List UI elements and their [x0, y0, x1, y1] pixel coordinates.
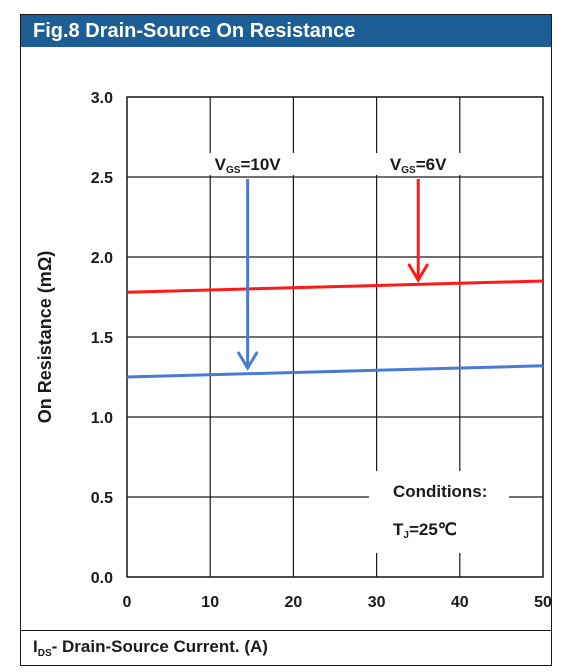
- annotation-main-0: V: [215, 155, 227, 174]
- annotation-rest-0: =10V: [240, 155, 281, 174]
- x-axis-label-subscript: DS: [37, 648, 52, 659]
- conditions-temp-rest: =25℃: [409, 520, 457, 539]
- y-tick-label-0: 0.0: [91, 570, 113, 587]
- y-tick-label-5: 2.5: [91, 170, 113, 187]
- x-axis-footer: IDS- Drain-Source Current. (A): [21, 631, 551, 667]
- annotation-label-bg-1: [375, 153, 462, 175]
- conditions-title: Conditions:: [393, 482, 487, 501]
- conditions-temp-sub: J: [403, 530, 409, 541]
- series-line-1: [126, 364, 544, 379]
- annotation-main-1: V: [390, 155, 402, 174]
- annotation-label-1: VGS=6V: [390, 155, 447, 176]
- annotation-sub-0: GS: [226, 165, 241, 176]
- conditions-temp-main: T: [393, 520, 404, 539]
- annotation-label-0: VGS=10V: [215, 155, 282, 176]
- x-tick-label-3: 30: [368, 594, 386, 611]
- y-tick-label-3: 1.5: [91, 330, 113, 347]
- chart-svg: 0 10 20 30 40 50 0.0 0.5 1.0 1.5 2.0 2.5 3.0 On Resis…: [35, 90, 551, 611]
- plot-area: 0 10 20 30 40 50 0.0 0.5 1.0 1.5 2.0 2.5 3.0 On Resis…: [21, 47, 551, 631]
- plot-border: [126, 96, 544, 578]
- y-tick-label-2: 1.0: [91, 410, 113, 427]
- annotation-arrowhead-0: [237, 351, 259, 371]
- x-tick-label-0: 0: [123, 594, 132, 611]
- annotation-sub-1: GS: [401, 165, 416, 176]
- x-tick-label-5: 50: [534, 594, 551, 611]
- y-axis-label: On Resistance (mΩ): [35, 251, 55, 423]
- conditions-temperature: TJ=25℃: [393, 520, 457, 541]
- y-tick-label-4: 2.0: [91, 250, 113, 267]
- figure-frame: Fig.8 Drain-Source On Resistance 0 10 20 30…: [20, 14, 552, 666]
- annotation-arrowhead-1: [407, 263, 429, 283]
- annotation-label-bg-0: [200, 153, 295, 175]
- x-axis-label: IDS- Drain-Source Current. (A): [33, 637, 268, 659]
- x-tick-label-2: 20: [285, 594, 303, 611]
- x-tick-label-1: 10: [201, 594, 219, 611]
- y-tick-label-6: 3.0: [91, 90, 113, 107]
- conditions-box: [369, 471, 509, 553]
- annotation-rest-1: =6V: [416, 155, 447, 174]
- x-axis-label-rest: - Drain-Source Current. (A): [51, 637, 268, 656]
- x-tick-label-4: 40: [451, 594, 469, 611]
- figure-title: Fig.8 Drain-Source On Resistance: [21, 15, 551, 47]
- x-axis-label-main: I: [33, 637, 38, 656]
- series-line-0: [126, 279, 544, 294]
- y-tick-label-1: 0.5: [91, 490, 113, 507]
